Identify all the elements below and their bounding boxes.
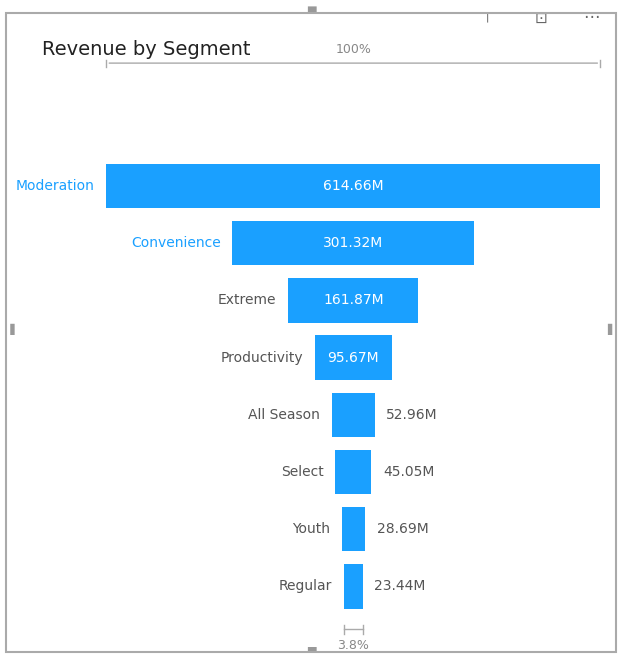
Text: 3.8%: 3.8% <box>337 639 369 652</box>
Text: 28.69M: 28.69M <box>376 522 429 536</box>
Text: ▀: ▀ <box>307 7 315 16</box>
Text: 45.05M: 45.05M <box>383 465 435 479</box>
FancyBboxPatch shape <box>315 335 392 380</box>
Text: 23.44M: 23.44M <box>374 579 426 593</box>
Text: ⋯: ⋯ <box>583 8 600 26</box>
Text: 95.67M: 95.67M <box>328 351 379 364</box>
Text: Regular: Regular <box>279 579 332 593</box>
Text: Productivity: Productivity <box>221 351 303 364</box>
FancyBboxPatch shape <box>344 564 363 608</box>
Text: 161.87M: 161.87M <box>323 293 384 308</box>
Text: Youth: Youth <box>292 522 330 536</box>
FancyBboxPatch shape <box>106 164 600 208</box>
Text: 301.32M: 301.32M <box>323 236 383 250</box>
FancyBboxPatch shape <box>289 278 419 323</box>
FancyBboxPatch shape <box>342 507 365 552</box>
Text: 100%: 100% <box>335 43 371 56</box>
Text: Extreme: Extreme <box>218 293 277 308</box>
Text: Convenience: Convenience <box>131 236 221 250</box>
FancyBboxPatch shape <box>232 221 475 266</box>
Text: All Season: All Season <box>248 408 320 422</box>
Text: ▐: ▐ <box>6 324 15 335</box>
Text: Select: Select <box>281 465 323 479</box>
Text: 52.96M: 52.96M <box>386 408 438 422</box>
Text: ⊡: ⊡ <box>534 11 547 26</box>
FancyBboxPatch shape <box>335 450 371 494</box>
Text: Moderation: Moderation <box>16 179 95 193</box>
Text: ▌: ▌ <box>607 324 616 335</box>
FancyBboxPatch shape <box>332 393 374 437</box>
Text: Revenue by Segment: Revenue by Segment <box>42 40 250 59</box>
Text: ⊤: ⊤ <box>481 11 494 26</box>
Text: 614.66M: 614.66M <box>323 179 384 193</box>
Text: ▄: ▄ <box>307 643 315 652</box>
